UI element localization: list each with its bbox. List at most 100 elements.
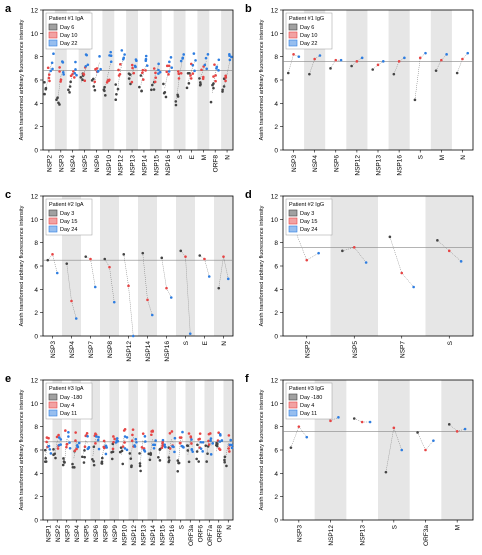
data-point [44,87,48,91]
data-point [158,447,162,451]
data-point [228,450,231,453]
data-point [292,53,295,56]
data-point [79,76,83,79]
data-point [134,437,138,441]
data-point [230,443,234,447]
data-point [59,78,63,81]
connector-line [206,439,210,454]
legend-entry: Day 24 [300,227,317,233]
data-point [193,69,196,73]
data-point [219,434,222,437]
data-point [197,438,200,441]
data-point [447,249,451,253]
x-tick-label: NSP12 [118,155,125,176]
connector-line [179,58,183,76]
data-point [203,257,206,261]
data-point [58,70,61,73]
data-point [198,432,202,435]
data-point [153,443,157,447]
connector-line [225,442,229,458]
y-tick-label: 2 [274,124,278,131]
data-point [203,63,207,67]
data-point [196,443,199,447]
y-tick-label: 10 [271,217,279,224]
data-point [138,462,142,465]
data-point [82,461,86,464]
x-tick-label: NSP12 [126,341,133,362]
x-tick-label: NSP2 [46,155,53,172]
x-tick-label: N [460,155,467,160]
data-point [154,71,157,75]
x-tick-label: NSP14 [145,341,152,362]
connector-line [401,272,414,288]
category-band [166,380,176,520]
category-band [378,380,410,520]
y-tick-label: 8 [34,240,38,247]
legend-entry: Day 24 [60,227,77,233]
data-point [49,69,53,73]
connector-line [449,250,462,262]
y-tick-label: 0 [274,518,278,525]
connector-line [140,440,143,462]
data-point [191,63,195,67]
data-point [217,69,220,72]
y-tick-label: 0 [34,148,38,155]
data-point [116,439,120,443]
data-point [67,430,70,434]
connector-line [342,247,355,252]
data-point [48,79,51,83]
x-tick-label: N [225,155,232,160]
data-point [434,69,438,72]
data-point [152,446,156,450]
data-point [120,49,124,52]
legend-swatch [288,409,298,417]
x-tick-label: S [391,524,398,529]
data-point [201,77,205,81]
data-point [339,58,343,62]
category-band [90,380,100,520]
data-point [123,447,127,450]
data-point [57,433,60,437]
data-point [109,50,113,54]
data-point [48,448,52,451]
data-point [95,435,98,438]
data-point [67,435,70,438]
data-point [144,57,148,61]
category-band [138,196,157,336]
x-tick-label: NSP13 [130,155,137,176]
legend-title: Patient #1 IgA [49,16,84,22]
data-point [100,456,104,460]
data-point [84,255,88,258]
data-point [228,443,232,447]
data-point [318,54,322,57]
data-point [130,80,134,84]
y-axis-label: Asinh transformed arbitrary fluorescence… [259,19,265,140]
x-tick-label: NSP16 [164,341,171,362]
panel-e: e 0 2 4 6 8 10 12 Asinh transformed arbitrary fl… [5,373,234,546]
data-point [64,429,67,432]
y-tick-label: 2 [274,310,278,317]
data-point [184,255,187,258]
connector-line [298,426,307,438]
data-point [224,79,227,83]
data-point [105,81,109,84]
data-point [192,52,196,55]
y-tick-label: 6 [34,264,38,271]
legend-swatch [48,23,58,31]
x-tick-label: M [201,155,208,160]
data-point [305,435,309,439]
data-point [91,457,94,461]
data-point [131,66,134,70]
data-point [50,61,54,65]
connector-line [354,247,367,263]
data-point [55,98,58,102]
x-tick-label: NSP6 [94,155,101,172]
x-tick-label: S [178,524,185,529]
y-tick-label: 6 [274,78,278,85]
y-tick-label: 12 [271,8,279,15]
data-point [445,53,448,56]
data-point [112,440,115,444]
y-tick-label: 4 [274,101,278,108]
data-point [127,77,131,80]
